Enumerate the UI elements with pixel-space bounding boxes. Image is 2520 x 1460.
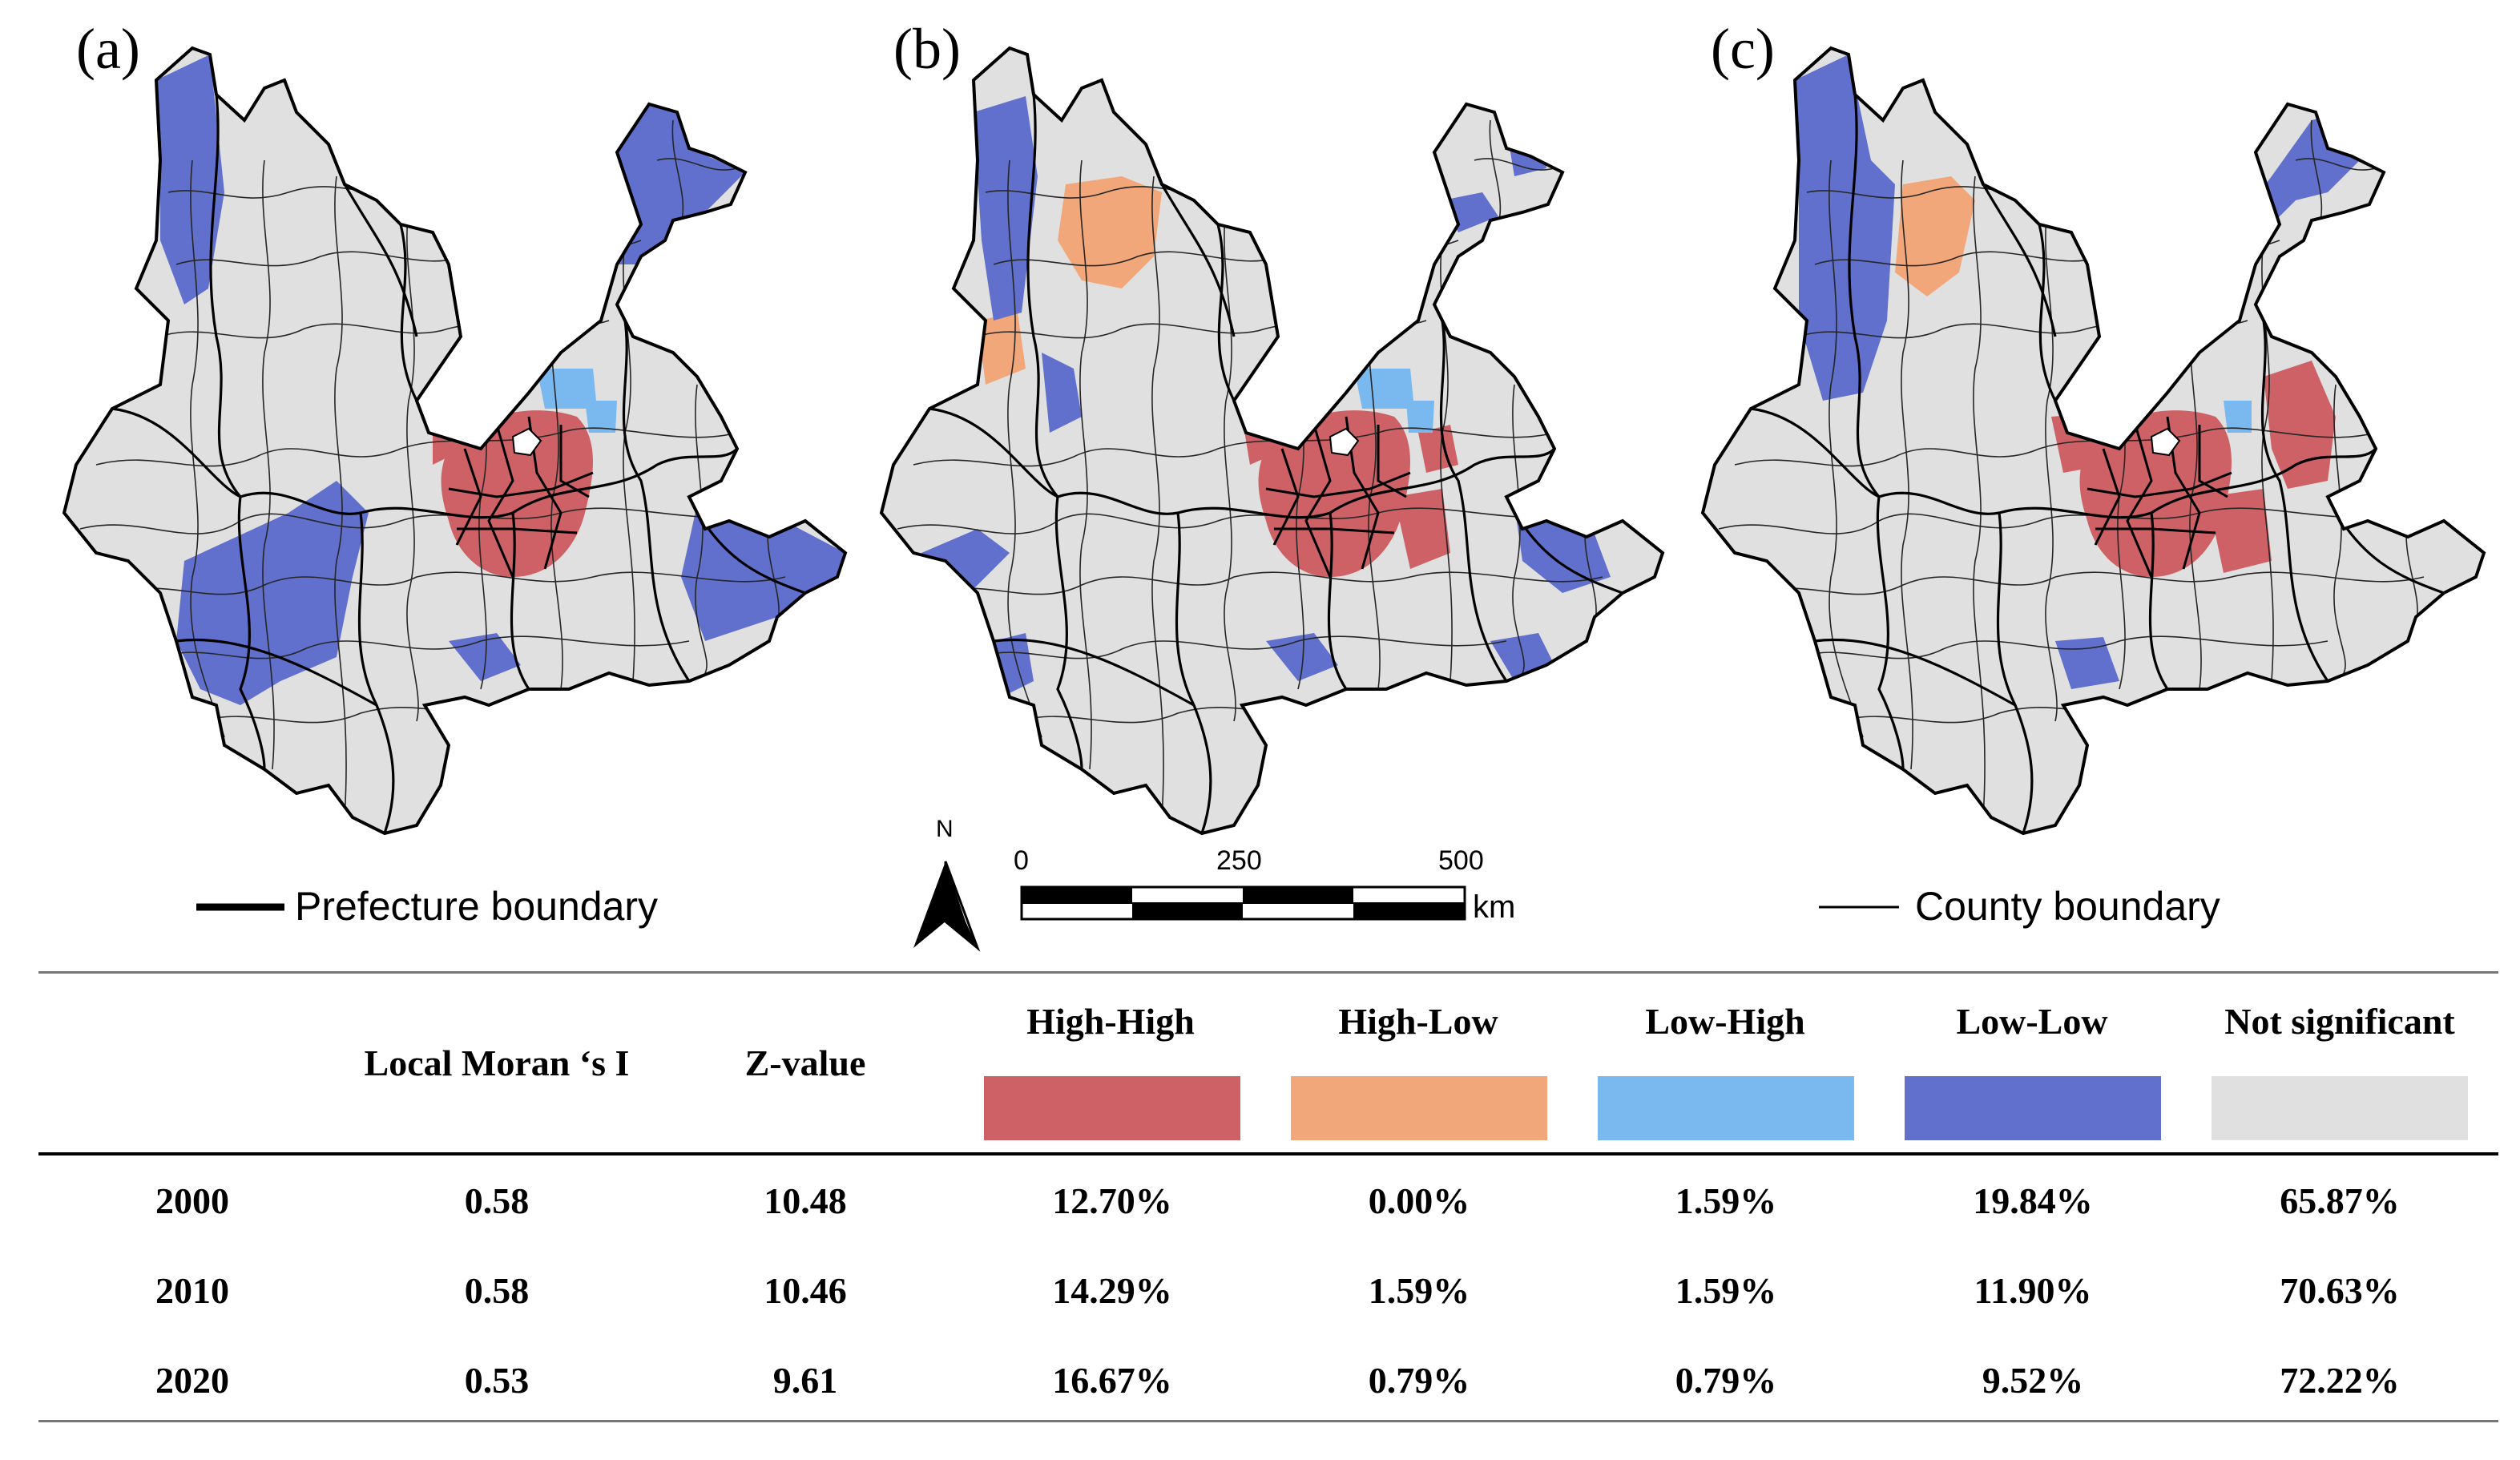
low-low-cluster xyxy=(176,481,369,705)
low-high-cluster xyxy=(1406,401,1434,433)
row-low-high: 0.79% xyxy=(1675,1360,1777,1401)
swatch-high-low xyxy=(1291,1076,1547,1140)
scale-bar xyxy=(1020,885,1466,921)
high-low-cluster xyxy=(1058,176,1162,288)
row-moran: 0.58 xyxy=(464,1270,530,1311)
swatch-high-high xyxy=(984,1076,1240,1140)
row-moran: 0.58 xyxy=(464,1180,530,1221)
row-low-high: 1.59% xyxy=(1675,1270,1777,1311)
row-year: 2010 xyxy=(155,1270,229,1311)
row-high-low: 0.00% xyxy=(1368,1180,1470,1221)
low-high-cluster xyxy=(2224,401,2252,433)
header-z-value: Z-value xyxy=(744,1043,866,1083)
low-high-cluster xyxy=(585,401,617,433)
row-high-low: 1.59% xyxy=(1368,1270,1470,1311)
water-body xyxy=(2150,427,2181,457)
row-z: 10.48 xyxy=(764,1180,847,1221)
swatch-low-low xyxy=(1905,1076,2161,1140)
row-high-high: 12.70% xyxy=(1052,1180,1172,1221)
low-low-cluster xyxy=(593,104,745,264)
high-low-cluster xyxy=(1895,176,1975,296)
row-high-high: 14.29% xyxy=(1052,1270,1172,1311)
map-figure xyxy=(62,46,2486,952)
clusters-c xyxy=(1795,54,2360,689)
row-high-low: 0.79% xyxy=(1368,1360,1470,1401)
water-body xyxy=(511,427,542,457)
row-year: 2020 xyxy=(155,1360,229,1401)
swatch-low-high xyxy=(1598,1076,1854,1140)
map-panel-b xyxy=(880,46,1664,835)
row-low-low: 19.84% xyxy=(1973,1180,2093,1221)
water-body xyxy=(1329,427,1360,457)
row-high-high: 16.67% xyxy=(1052,1360,1172,1401)
panel-label-a: (a) xyxy=(76,17,140,81)
row-year: 2000 xyxy=(155,1180,229,1221)
row-low-high: 1.59% xyxy=(1675,1180,1777,1221)
row-low-low: 9.52% xyxy=(1982,1360,2084,1401)
table-bottom-rule xyxy=(38,1420,2498,1422)
scale-tick-250: 250 xyxy=(1216,845,1262,876)
scale-unit: km xyxy=(1473,889,1516,925)
low-low-cluster xyxy=(681,505,845,641)
map-panel-c xyxy=(1701,46,2486,835)
row-z: 10.46 xyxy=(764,1270,847,1311)
low-high-cluster xyxy=(1354,369,1414,409)
header-low-low: Low-Low xyxy=(1956,1001,2108,1042)
header-high-high: High-High xyxy=(1026,1001,1195,1042)
row-moran: 0.53 xyxy=(464,1360,530,1401)
panel-label-b: (b) xyxy=(893,17,961,81)
table-top-rule xyxy=(38,971,2498,974)
row-z: 9.61 xyxy=(772,1360,838,1401)
low-low-cluster xyxy=(1795,54,1895,401)
table-header-rule xyxy=(38,1152,2498,1155)
swatch-not-significant xyxy=(2212,1076,2468,1140)
row-not-significant: 65.87% xyxy=(2280,1180,2400,1221)
row-low-low: 11.90% xyxy=(1974,1270,2092,1311)
north-label: N xyxy=(936,816,954,842)
header-low-high: Low-High xyxy=(1645,1001,1805,1042)
low-low-cluster xyxy=(974,96,1038,321)
low-low-cluster xyxy=(156,54,224,305)
row-not-significant: 72.22% xyxy=(2280,1360,2400,1401)
scale-tick-500: 500 xyxy=(1438,845,1484,876)
high-low-cluster xyxy=(978,313,1026,385)
header-not-significant: Not significant xyxy=(2224,1001,2455,1042)
prefecture-boundary-label: Prefecture boundary xyxy=(295,884,659,929)
row-not-significant: 70.63% xyxy=(2280,1270,2400,1311)
clusters-a xyxy=(156,54,845,705)
header-high-low: High-Low xyxy=(1338,1001,1498,1042)
header-moran: Local Moran ‘s I xyxy=(364,1043,630,1083)
low-low-cluster xyxy=(1042,353,1082,433)
low-high-cluster xyxy=(537,369,597,409)
county-boundary-label: County boundary xyxy=(1915,884,2220,929)
high-high-cluster xyxy=(2208,489,2272,573)
low-low-cluster xyxy=(2055,637,2119,689)
low-low-cluster xyxy=(2135,313,2175,369)
north-arrow-icon xyxy=(913,861,981,952)
map-panel-a xyxy=(62,46,847,835)
scale-tick-0: 0 xyxy=(1014,845,1029,876)
panel-label-c: (c) xyxy=(1711,17,1775,81)
